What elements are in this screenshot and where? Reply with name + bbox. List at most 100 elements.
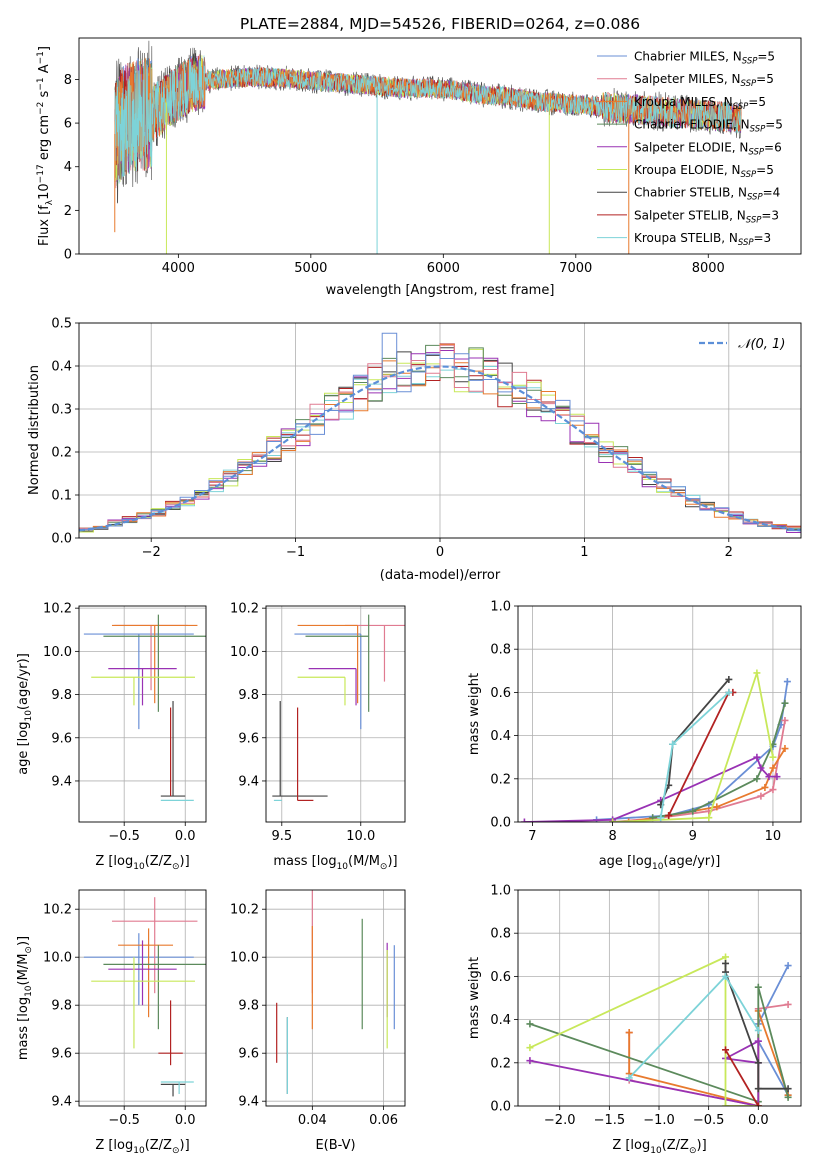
weight-marker — [609, 818, 617, 822]
x-tick-label: 0.04 — [298, 1113, 327, 1128]
axes-mass-vs-ebv: 0.04 0.06 9.4 9.6 9.8 10.0 10.2 E(B-V) — [230, 889, 406, 1153]
legend: Chabrier MILES, NSSP=5 Salpeter MILES, NS… — [597, 50, 783, 248]
legend-entry: Chabrier ELODIE, NSSP=5 — [634, 118, 783, 135]
weight-marker — [754, 983, 762, 991]
axes-frame — [265, 889, 406, 1107]
weight-marker — [725, 688, 733, 696]
x-tick-label: 7000 — [559, 261, 592, 276]
axes-frame — [517, 889, 802, 1107]
weight-marker — [754, 1059, 762, 1067]
weight-marker — [781, 745, 789, 753]
legend-entry: Salpeter ELODIE, NSSP=6 — [634, 140, 782, 157]
plot-area-age-vs-mass — [272, 614, 405, 802]
plot-area-mass-vs-ebv — [276, 890, 395, 1094]
x-tick-label: −0.5 — [693, 1113, 725, 1128]
y-tick-label: 0.5 — [51, 317, 72, 332]
legend-entry: Chabrier MILES, NSSP=5 — [634, 50, 775, 67]
figure-title: PLATE=2884, MJD=54526, FIBERID=0264, z=0… — [240, 15, 640, 33]
weight-marker — [657, 814, 665, 822]
y-tick-label: 10.0 — [43, 645, 72, 660]
x-axis-label: wavelength [Angstrom, rest frame] — [326, 283, 555, 298]
y-tick-label: 10.2 — [43, 903, 72, 918]
weight-line — [529, 1040, 760, 1106]
y-tick-label: 2 — [64, 204, 72, 219]
x-tick-label: −1.5 — [594, 1113, 626, 1128]
legend-entry: 𝒩(0, 1) — [738, 337, 785, 352]
weight-marker — [753, 775, 761, 783]
y-tick-label: 0.0 — [490, 816, 511, 831]
weight-marker — [757, 764, 765, 772]
y-tick-label: 0.2 — [490, 772, 511, 787]
plot-area-weight-vs-Z — [526, 953, 792, 1106]
weight-marker — [754, 1026, 762, 1034]
x-axis-label: Z [log10(Z/Z⊙)] — [95, 854, 189, 872]
y-tick-label: 9.4 — [238, 1095, 259, 1110]
x-tick-label: 0.0 — [175, 829, 196, 844]
plot-area-age-vs-Z — [83, 614, 206, 802]
y-tick-label: 9.8 — [238, 999, 259, 1014]
axes-age-vs-mass: 9.5 10.0 9.4 9.6 9.8 10.0 10.2 mass [log10(M/M⊙… — [230, 602, 406, 872]
y-axis-label: Flux [fλ10−17 erg cm−2 s−1 A−1] — [36, 46, 55, 246]
axes-weight-vs-Z: −2.0 −1.5 −1.0 −0.5 0.0 0.0 0.2 0.4 0.6 0.8 1.0 mas… — [467, 884, 802, 1156]
weight-marker — [783, 678, 791, 686]
plot-area-residuals — [79, 332, 801, 534]
weight-line — [628, 1010, 789, 1106]
legend-entry: Kroupa MILES, NSSP=5 — [634, 95, 766, 112]
weight-marker — [526, 1020, 534, 1028]
axes-frame — [517, 605, 802, 823]
axes-frame — [265, 605, 406, 823]
x-tick-label: 1 — [580, 545, 588, 560]
axes-weight-vs-age: 7 8 9 10 0.0 0.2 0.4 0.6 0.8 1.0 mass weight age [l… — [467, 600, 802, 872]
y-tick-label: 9.4 — [51, 1095, 72, 1110]
y-tick-label: 0.4 — [490, 729, 511, 744]
x-axis-label: E(B-V) — [315, 1138, 355, 1153]
weight-marker — [526, 1044, 534, 1052]
x-tick-label: −1.0 — [643, 1113, 675, 1128]
weight-marker — [754, 1102, 762, 1106]
y-tick-label: 0.8 — [490, 643, 511, 658]
weight-marker — [625, 1074, 633, 1082]
y-tick-label: 0.2 — [51, 446, 72, 461]
axes-spectrum: 4000 5000 6000 7000 8000 0 2 4 6 8 wavelength [Ang… — [36, 37, 802, 298]
x-tick-label: 8000 — [692, 261, 725, 276]
x-axis-label: mass [log10(M/M⊙)] — [273, 854, 397, 872]
x-tick-label: −0.5 — [108, 1113, 140, 1128]
weight-marker — [722, 1102, 730, 1106]
normal-curve — [79, 365, 801, 532]
y-axis-label: mass weight — [467, 673, 482, 755]
x-tick-label: 7 — [528, 829, 536, 844]
y-tick-label: 9.6 — [51, 731, 72, 746]
y-tick-label: 9.6 — [238, 1047, 259, 1062]
spectrum-line — [114, 55, 742, 184]
weight-marker — [765, 773, 773, 781]
weight-marker — [761, 783, 769, 791]
weight-marker — [754, 1037, 762, 1045]
x-axis-label: Z [log10(Z/Z⊙)] — [612, 1138, 706, 1156]
y-tick-label: 9.8 — [238, 688, 259, 703]
weight-marker — [722, 953, 730, 961]
weight-line — [524, 756, 777, 822]
weight-marker — [669, 740, 677, 748]
y-tick-label: 0.0 — [490, 1100, 511, 1115]
weight-marker — [713, 803, 721, 811]
x-tick-label: −0.5 — [108, 829, 140, 844]
weight-marker — [757, 792, 765, 800]
y-tick-label: 9.4 — [51, 774, 72, 789]
weight-marker — [769, 786, 777, 794]
y-tick-label: 10.0 — [43, 951, 72, 966]
weight-marker — [753, 669, 761, 677]
axes-age-vs-Z: −0.5 0.0 9.4 9.6 9.8 10.0 10.2 Z [log10(Z/Z⊙)] a… — [16, 602, 207, 872]
x-tick-label: 4000 — [162, 261, 195, 276]
y-tick-label: 1.0 — [490, 884, 511, 899]
y-tick-label: 9.8 — [51, 688, 72, 703]
weight-marker — [784, 962, 792, 970]
weight-line — [529, 956, 759, 1106]
weight-line — [757, 965, 789, 1096]
axes-mass-vs-Z: −0.5 0.0 9.4 9.6 9.8 10.0 10.2 Z [log10(Z/Z⊙)] m… — [16, 889, 207, 1156]
x-tick-label: 0 — [436, 545, 444, 560]
x-tick-label: 9.5 — [271, 829, 292, 844]
axes-frame — [78, 37, 802, 255]
x-tick-label: 0.06 — [369, 1113, 398, 1128]
axes-frame — [78, 889, 207, 1107]
y-tick-label: 0.8 — [490, 927, 511, 942]
